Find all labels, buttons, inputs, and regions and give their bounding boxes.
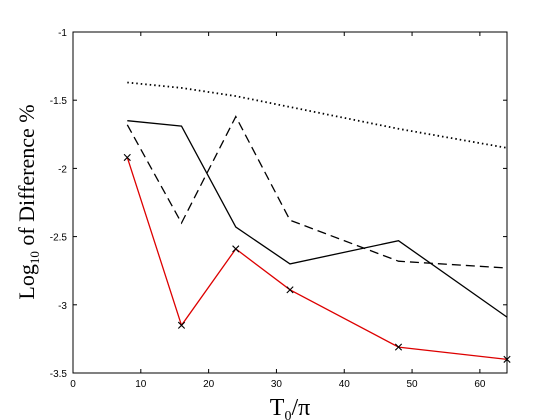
x-marker-point bbox=[177, 321, 186, 329]
x-axis-title: T0/π bbox=[270, 395, 310, 420]
x-tick-label: 0 bbox=[70, 379, 76, 390]
y-tick-label: -3.5 bbox=[50, 369, 68, 380]
x-marker-point bbox=[123, 153, 131, 162]
tick-layer: 0 10 20 30 40 50 60 -3.5 -3 -2.5 -2 -1.5 -1 bbox=[50, 28, 507, 390]
plot-area bbox=[73, 32, 507, 373]
series-layer bbox=[123, 81, 511, 363]
series-line-4-solid bbox=[126, 157, 508, 361]
x-marker-point bbox=[232, 245, 240, 253]
y-tick-label: -3 bbox=[58, 301, 67, 312]
y-tick-label: -1 bbox=[58, 28, 67, 39]
y-axis-title: Log10 of Difference % bbox=[14, 104, 42, 299]
series-line-3-dashed bbox=[126, 115, 508, 269]
x-tick-label: 60 bbox=[474, 379, 486, 390]
y-tick-label: -1.5 bbox=[50, 96, 68, 107]
x-tick-label: 10 bbox=[135, 379, 147, 390]
x-tick-label: 40 bbox=[339, 379, 351, 390]
x-tick-label: 30 bbox=[271, 379, 283, 390]
plot-frame bbox=[72, 31, 508, 374]
x-tick-label: 20 bbox=[203, 379, 215, 390]
series-line-2-solid bbox=[127, 120, 508, 318]
series-line-1-dotted bbox=[127, 81, 508, 149]
x-marker-point bbox=[286, 286, 294, 294]
y-tick-label: -2 bbox=[58, 164, 67, 175]
x-tick-label: 50 bbox=[407, 379, 419, 390]
y-tick-label: -2.5 bbox=[50, 233, 68, 244]
x-marker-point bbox=[394, 343, 403, 351]
